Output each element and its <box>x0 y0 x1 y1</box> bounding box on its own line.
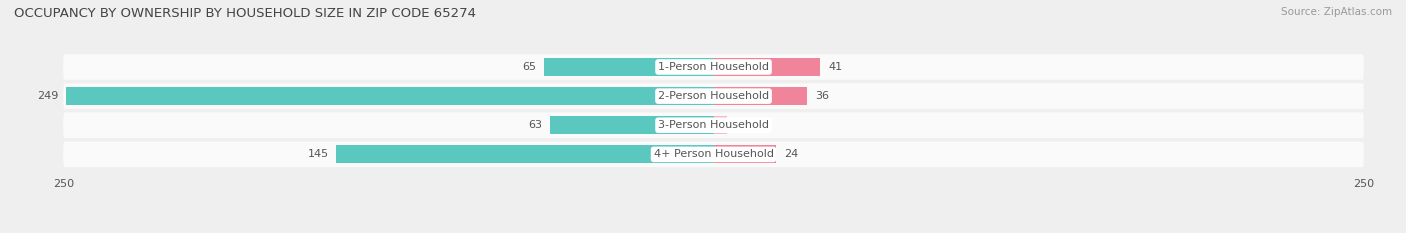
Text: 145: 145 <box>308 149 329 159</box>
Text: 2-Person Household: 2-Person Household <box>658 91 769 101</box>
Text: 249: 249 <box>37 91 58 101</box>
FancyBboxPatch shape <box>63 141 1364 167</box>
Bar <box>713 116 727 134</box>
Text: 41: 41 <box>828 62 842 72</box>
Text: OCCUPANCY BY OWNERSHIP BY HOUSEHOLD SIZE IN ZIP CODE 65274: OCCUPANCY BY OWNERSHIP BY HOUSEHOLD SIZE… <box>14 7 477 20</box>
FancyBboxPatch shape <box>63 83 1364 109</box>
Bar <box>550 116 713 134</box>
Text: 63: 63 <box>527 120 541 130</box>
Text: 24: 24 <box>783 149 799 159</box>
Text: 1-Person Household: 1-Person Household <box>658 62 769 72</box>
Text: 4+ Person Household: 4+ Person Household <box>654 149 773 159</box>
Text: 65: 65 <box>523 62 537 72</box>
Bar <box>713 145 776 163</box>
Text: 3-Person Household: 3-Person Household <box>658 120 769 130</box>
Text: 5: 5 <box>734 120 741 130</box>
FancyBboxPatch shape <box>63 54 1364 80</box>
Legend: Owner-occupied, Renter-occupied: Owner-occupied, Renter-occupied <box>595 230 832 233</box>
Bar <box>336 145 713 163</box>
Bar <box>66 87 713 105</box>
Text: 36: 36 <box>815 91 830 101</box>
Bar <box>713 87 807 105</box>
Bar <box>713 58 820 76</box>
FancyBboxPatch shape <box>63 113 1364 138</box>
Bar <box>544 58 713 76</box>
Text: Source: ZipAtlas.com: Source: ZipAtlas.com <box>1281 7 1392 17</box>
